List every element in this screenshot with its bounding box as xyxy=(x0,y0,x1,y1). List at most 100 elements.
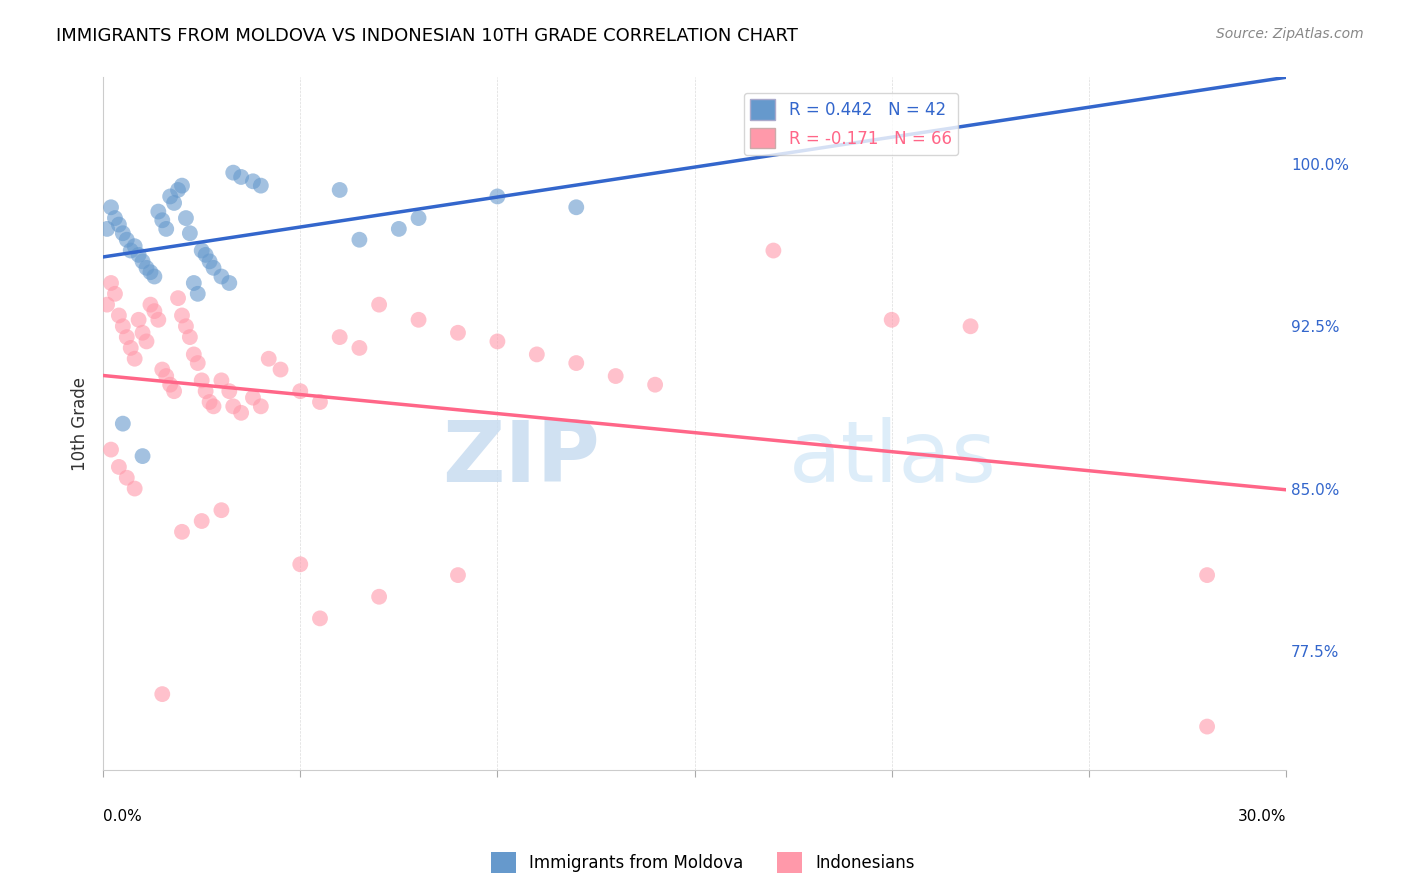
Point xyxy=(368,298,391,312)
Point xyxy=(447,568,470,582)
Point xyxy=(349,233,371,247)
Point xyxy=(408,312,430,326)
Point xyxy=(131,326,153,340)
Point xyxy=(368,590,391,604)
Point xyxy=(163,196,186,211)
Point xyxy=(209,269,232,284)
Point xyxy=(565,356,588,370)
Point xyxy=(194,248,217,262)
Y-axis label: 10th Grade: 10th Grade xyxy=(72,376,89,471)
Point xyxy=(209,373,232,387)
Point xyxy=(762,244,785,258)
Point xyxy=(198,395,221,409)
Point xyxy=(155,222,177,236)
Point xyxy=(143,304,166,318)
Point xyxy=(167,291,190,305)
Point xyxy=(229,406,252,420)
Point xyxy=(198,254,221,268)
Point xyxy=(115,471,138,485)
Point xyxy=(120,341,142,355)
Point xyxy=(309,611,332,625)
Point xyxy=(486,334,509,349)
Point xyxy=(880,312,903,326)
Point xyxy=(111,226,134,240)
Point xyxy=(120,244,142,258)
Point xyxy=(124,239,146,253)
Point xyxy=(108,309,131,323)
Point xyxy=(128,248,150,262)
Point xyxy=(150,687,173,701)
Point xyxy=(150,362,173,376)
Point xyxy=(242,174,264,188)
Point xyxy=(526,347,548,361)
Point xyxy=(174,211,197,225)
Point xyxy=(329,183,352,197)
Point xyxy=(108,218,131,232)
Point xyxy=(163,384,186,399)
Point xyxy=(218,276,240,290)
Point xyxy=(290,558,312,572)
Legend: Immigrants from Moldova, Indonesians: Immigrants from Moldova, Indonesians xyxy=(485,846,921,880)
Point xyxy=(139,265,162,279)
Point xyxy=(202,400,225,414)
Point xyxy=(270,362,292,376)
Point xyxy=(124,482,146,496)
Text: IMMIGRANTS FROM MOLDOVA VS INDONESIAN 10TH GRADE CORRELATION CHART: IMMIGRANTS FROM MOLDOVA VS INDONESIAN 10… xyxy=(56,27,799,45)
Point xyxy=(222,166,245,180)
Point xyxy=(179,330,201,344)
Point xyxy=(96,298,118,312)
Point xyxy=(143,269,166,284)
Point xyxy=(104,286,127,301)
Point xyxy=(959,319,981,334)
Point xyxy=(124,351,146,366)
Point xyxy=(96,222,118,236)
Point xyxy=(1197,568,1219,582)
Point xyxy=(388,222,411,236)
Point xyxy=(148,204,170,219)
Point xyxy=(190,244,212,258)
Point xyxy=(170,178,193,193)
Point xyxy=(100,442,122,457)
Text: ZIP: ZIP xyxy=(441,417,600,500)
Text: 30.0%: 30.0% xyxy=(1237,809,1286,824)
Point xyxy=(218,384,240,399)
Point xyxy=(605,369,627,384)
Point xyxy=(167,183,190,197)
Point xyxy=(187,356,209,370)
Point xyxy=(644,377,666,392)
Point xyxy=(108,459,131,474)
Point xyxy=(131,449,153,463)
Point xyxy=(100,276,122,290)
Legend: R = 0.442   N = 42, R = -0.171   N = 66: R = 0.442 N = 42, R = -0.171 N = 66 xyxy=(744,93,959,155)
Point xyxy=(309,395,332,409)
Point xyxy=(447,326,470,340)
Point xyxy=(128,312,150,326)
Point xyxy=(190,514,212,528)
Point xyxy=(111,417,134,431)
Point xyxy=(194,384,217,399)
Point xyxy=(183,347,205,361)
Point xyxy=(408,211,430,225)
Point xyxy=(135,260,157,275)
Point xyxy=(155,369,177,384)
Point xyxy=(135,334,157,349)
Text: 0.0%: 0.0% xyxy=(103,809,142,824)
Point xyxy=(159,189,181,203)
Point xyxy=(209,503,232,517)
Point xyxy=(187,286,209,301)
Text: atlas: atlas xyxy=(789,417,997,500)
Point xyxy=(329,330,352,344)
Point xyxy=(257,351,280,366)
Text: Source: ZipAtlas.com: Source: ZipAtlas.com xyxy=(1216,27,1364,41)
Point xyxy=(170,309,193,323)
Point xyxy=(159,377,181,392)
Point xyxy=(111,319,134,334)
Point xyxy=(100,200,122,214)
Point xyxy=(150,213,173,227)
Point xyxy=(174,319,197,334)
Point xyxy=(242,391,264,405)
Point xyxy=(565,200,588,214)
Point xyxy=(104,211,127,225)
Point xyxy=(115,233,138,247)
Point xyxy=(202,260,225,275)
